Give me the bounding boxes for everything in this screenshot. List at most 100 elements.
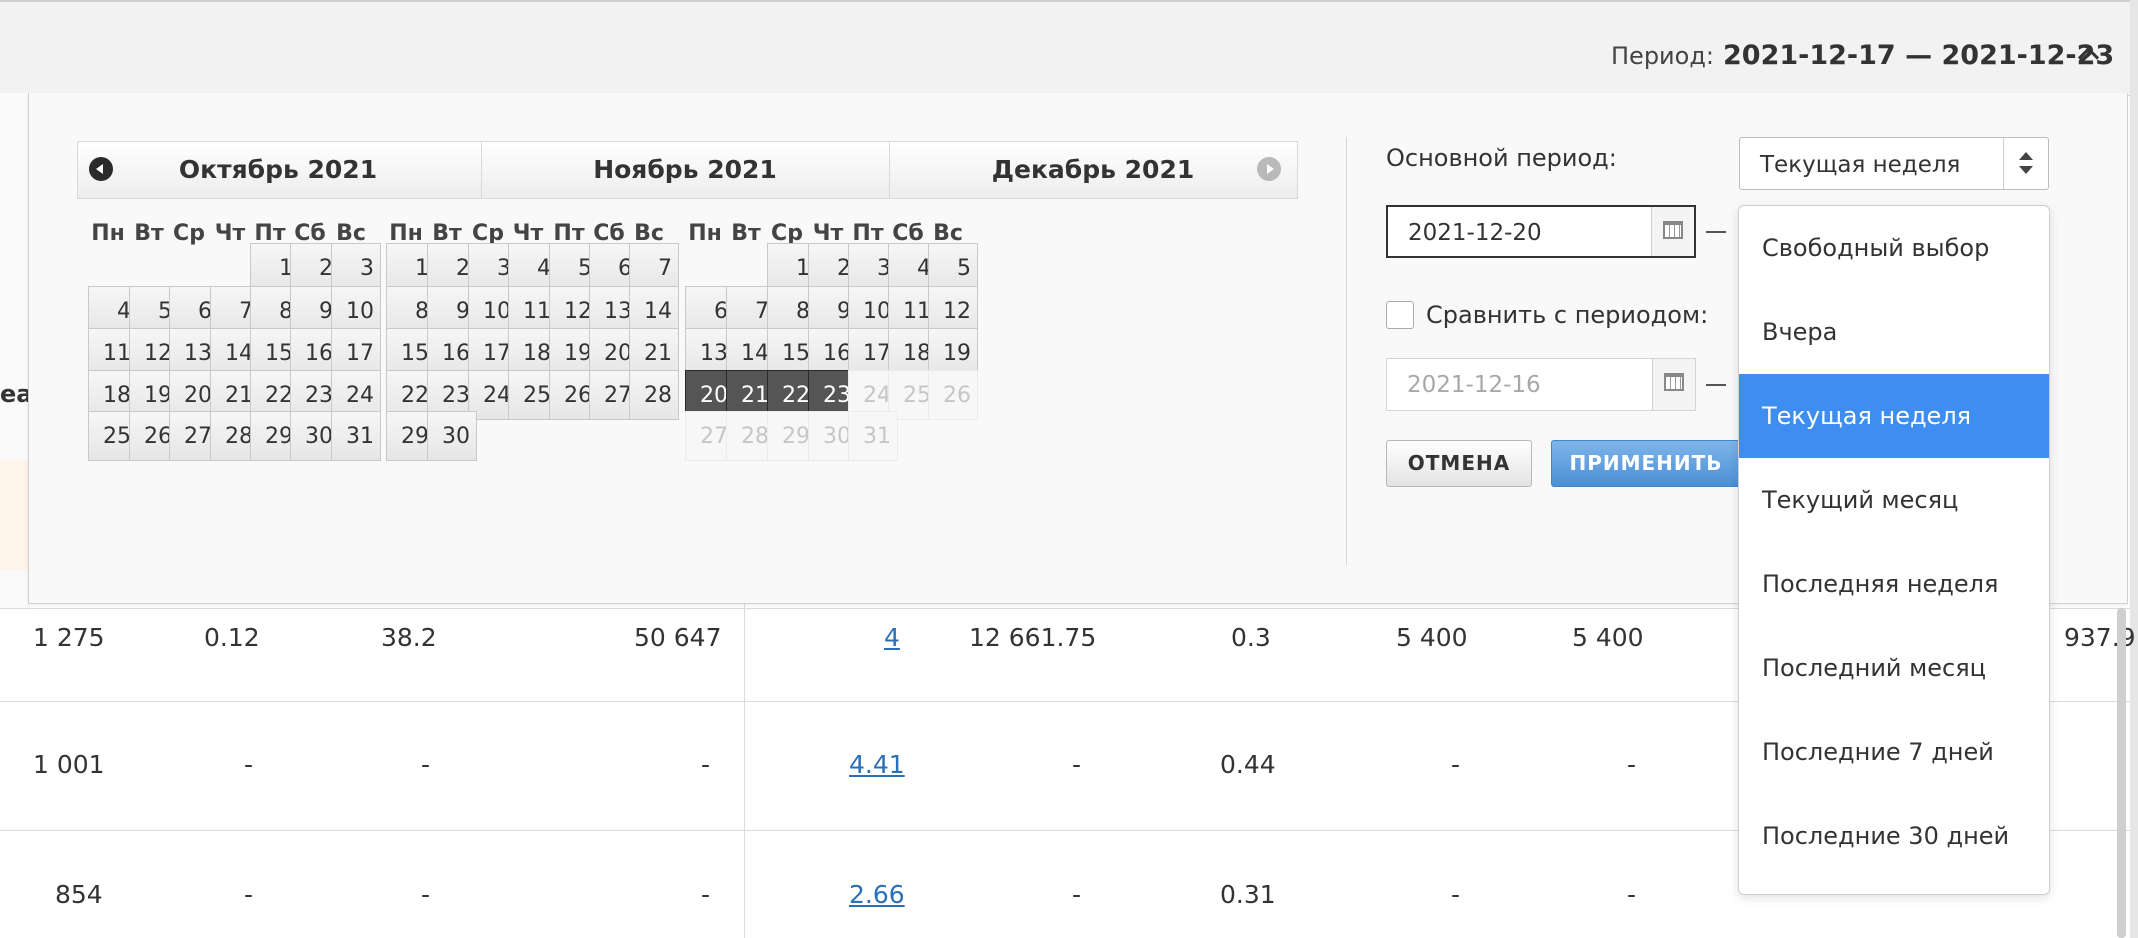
table-cell: - — [1627, 750, 1637, 779]
weekday-label: Вт — [731, 221, 761, 246]
calendar-button[interactable] — [1652, 359, 1695, 410]
weekday-label: Пт — [254, 221, 286, 246]
dropdown-option-selected[interactable]: Текущая неделя — [1739, 374, 2049, 458]
weekday-label: Вс — [634, 221, 664, 246]
range-dash — [1706, 384, 1726, 386]
cancel-button[interactable]: ОТМЕНА — [1386, 440, 1532, 487]
top-bar: Период: 2021-12-17 — 2021-12-23 — [0, 0, 2130, 96]
prev-month-icon[interactable] — [89, 157, 113, 181]
table-cell: 5 400 — [1396, 623, 1468, 652]
period-preset-dropdown: Свободный выбор Вчера Текущая неделя Тек… — [1738, 205, 2050, 895]
period-label: Период: — [1611, 42, 1715, 70]
table-cell: 854 — [55, 880, 103, 909]
month-title: Ноябрь 2021 — [593, 155, 777, 184]
next-month-icon[interactable] — [1257, 157, 1281, 181]
weekday-label: Ср — [771, 221, 803, 246]
panel-divider — [1346, 137, 1347, 565]
table-row: 854 - - - 2.66 - 0.31 - - — [0, 831, 2130, 938]
weekday-label: Пн — [688, 221, 722, 246]
calendar-day[interactable]: 7 — [629, 243, 679, 293]
table-cell: - — [1072, 880, 1082, 909]
calendar-day[interactable]: 30 — [427, 411, 477, 461]
table-cell: - — [701, 880, 711, 909]
main-period-label: Основной период: — [1386, 144, 1617, 172]
select-value: Текущая неделя — [1760, 152, 1961, 178]
page-scrollbar-track — [2130, 0, 2138, 938]
compare-date-value: 2021-12-16 — [1407, 372, 1541, 398]
table-row: 1 275 0.12 38.2 50 647 4 12 661.75 0.3 5… — [0, 608, 2136, 702]
calendar-day[interactable]: 31 — [331, 411, 381, 461]
table-cell: - — [1627, 880, 1637, 909]
month-divider — [889, 141, 890, 198]
dropdown-option[interactable]: Вчера — [1762, 318, 1838, 346]
highlighted-row-fragment — [0, 460, 30, 570]
compare-checkbox[interactable] — [1386, 301, 1414, 329]
calendar-day-disabled: 26 — [928, 370, 978, 420]
table-cell: 12 661.75 — [969, 623, 1097, 652]
weekday-label: Пт — [553, 221, 585, 246]
table-link[interactable]: 2.66 — [849, 880, 905, 909]
table-row: 1 001 - - - 4.41 - 0.44 - - — [0, 701, 2130, 831]
calendar-day[interactable]: 10 — [331, 286, 381, 336]
table-cell: - — [421, 750, 431, 779]
calendar-day[interactable]: 14 — [629, 286, 679, 336]
period-preset-select[interactable]: Текущая неделя — [1739, 137, 2049, 190]
dropdown-option[interactable]: Последняя неделя — [1762, 570, 1999, 598]
calendar-day[interactable]: 17 — [331, 328, 381, 378]
weekday-label: Сб — [294, 221, 326, 246]
dropdown-option[interactable]: Последние 7 дней — [1762, 738, 1994, 766]
calendar-header — [77, 141, 1298, 199]
table-cell: 5 400 — [1572, 623, 1644, 652]
table-cell: 1 275 — [33, 623, 105, 652]
weekday-label: Чт — [812, 221, 844, 246]
table-cell: 38.2 — [381, 623, 437, 652]
range-dash — [1706, 231, 1726, 233]
calendar-icon — [1663, 221, 1683, 239]
calendar-icon — [1664, 373, 1684, 391]
table-cell: 0.31 — [1220, 880, 1276, 909]
calendar-day[interactable]: 19 — [928, 328, 978, 378]
calendar-day-disabled: 29 — [767, 411, 817, 461]
month-title: Октябрь 2021 — [178, 155, 378, 184]
weekday-label: Пт — [852, 221, 884, 246]
calendar-day-disabled: 31 — [848, 411, 898, 461]
table-cell: - — [244, 750, 254, 779]
month-title: Декабрь 2021 — [991, 155, 1195, 184]
dropdown-option[interactable]: Последний месяц — [1762, 654, 1986, 682]
weekday-label: Чт — [214, 221, 246, 246]
dropdown-option[interactable]: Текущий месяц — [1762, 486, 1959, 514]
table-cell: 0.3 — [1231, 623, 1271, 652]
table-cell: 0.44 — [1220, 750, 1276, 779]
dropdown-option[interactable]: Свободный выбор — [1762, 234, 1990, 262]
compare-label: Сравнить с периодом: — [1426, 301, 1709, 329]
table-cell: - — [1451, 750, 1461, 779]
table-link[interactable]: 4.41 — [849, 750, 905, 779]
compare-date-input[interactable]: 2021-12-16 — [1386, 358, 1696, 411]
weekday-label: Вс — [933, 221, 963, 246]
weekday-label: Ср — [472, 221, 504, 246]
weekday-label: Пн — [389, 221, 423, 246]
scrollbar-thumb[interactable] — [2117, 608, 2126, 938]
dropdown-option[interactable]: Последние 30 дней — [1762, 822, 2010, 850]
apply-button[interactable]: ПРИМЕНИТЬ — [1551, 440, 1741, 487]
table-cell: 50 647 — [634, 623, 722, 652]
calendar-button[interactable] — [1651, 207, 1694, 256]
date-from-value: 2021-12-20 — [1408, 220, 1542, 246]
weekday-label: Сб — [593, 221, 625, 246]
table-cell: - — [421, 880, 431, 909]
table-cell: - — [1072, 750, 1082, 779]
calendar-day[interactable]: 5 — [928, 243, 978, 293]
weekday-label: Сб — [892, 221, 924, 246]
period-toggle[interactable]: 2021-12-17 — 2021-12-23 — [1723, 40, 2115, 71]
calendar-day[interactable]: 12 — [928, 286, 978, 336]
table-cell: 0.12 — [204, 623, 260, 652]
weekday-label: Ср — [173, 221, 205, 246]
weekday-label: Вт — [432, 221, 462, 246]
table-cell: 1 001 — [33, 750, 105, 779]
calendar-day[interactable]: 21 — [629, 328, 679, 378]
table-link[interactable]: 4 — [884, 623, 900, 652]
date-from-input[interactable]: 2021-12-20 — [1386, 205, 1696, 258]
calendar-day[interactable]: 28 — [629, 370, 679, 420]
column-divider — [744, 600, 745, 938]
weekday-label: Вс — [336, 221, 366, 246]
